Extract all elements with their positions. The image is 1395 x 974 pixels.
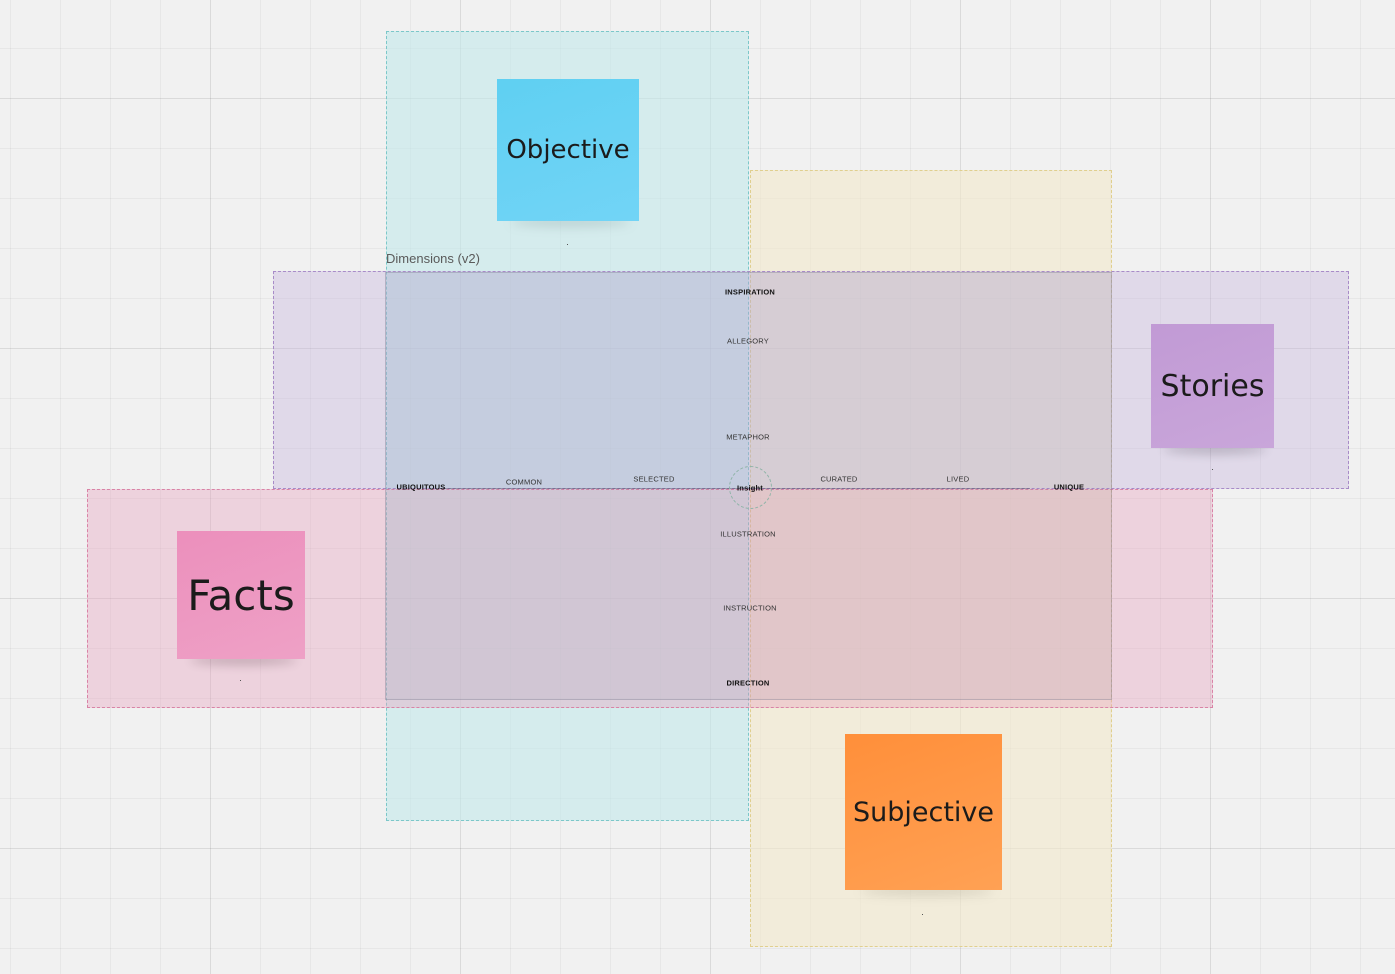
dimensions-frame-title[interactable]: Dimensions (v2) [386, 251, 480, 266]
label-selected[interactable]: SELECTED [633, 474, 675, 484]
label-common[interactable]: COMMON [505, 477, 543, 487]
facts-author-dot [240, 680, 241, 681]
label-insight[interactable]: Insight [737, 483, 763, 493]
sticky-note-subjective[interactable]: Subjective [845, 734, 1002, 890]
sticky-facts-text: Facts [187, 570, 295, 620]
sticky-subjective-text: Subjective [852, 796, 995, 828]
sticky-note-objective[interactable]: Objective [497, 79, 639, 221]
label-instruction[interactable]: INSTRUCTION [723, 603, 777, 613]
sticky-note-stories[interactable]: Stories [1151, 324, 1274, 448]
label-allegory[interactable]: ALLEGORY [727, 336, 769, 346]
label-illustration[interactable]: ILLUSTRATION [720, 529, 776, 539]
sticky-stories-text: Stories [1160, 368, 1265, 404]
label-metaphor[interactable]: METAPHOR [726, 432, 770, 442]
objective-author-dot [567, 244, 568, 245]
label-lived[interactable]: LIVED [946, 474, 970, 484]
label-curated[interactable]: CURATED [820, 474, 858, 484]
sticky-note-facts[interactable]: Facts [177, 531, 305, 659]
subjective-author-dot [922, 914, 923, 915]
label-inspiration[interactable]: INSPIRATION [725, 287, 775, 297]
insight-circle[interactable] [729, 466, 772, 509]
label-ubiquitous[interactable]: UBIQUITOUS [396, 482, 446, 492]
stories-author-dot [1212, 469, 1213, 470]
sticky-objective-text: Objective [506, 135, 630, 165]
label-unique[interactable]: UNIQUE [1053, 482, 1085, 492]
label-direction[interactable]: DIRECTION [726, 678, 770, 688]
